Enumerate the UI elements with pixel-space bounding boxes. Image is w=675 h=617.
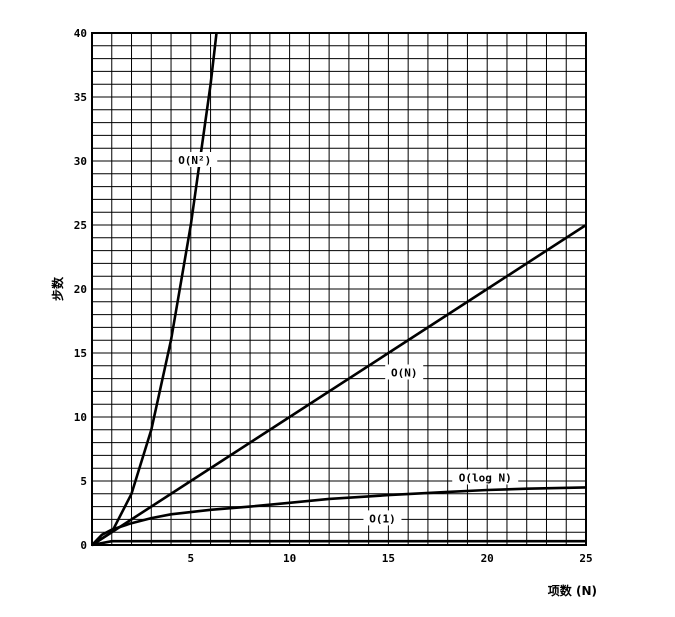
- y-axis-label: 步数: [50, 276, 65, 301]
- y-tick-label: 35: [74, 91, 87, 104]
- y-tick-label: 15: [74, 347, 87, 360]
- x-axis-label: 项数 (N): [548, 583, 597, 598]
- series-line-0: [91, 32, 218, 547]
- series-label: O(N²): [178, 154, 211, 167]
- series-label: O(1): [369, 512, 396, 525]
- x-tick-label: 15: [382, 552, 395, 565]
- x-tick-label: 20: [481, 552, 494, 565]
- series-label: O(N): [391, 366, 418, 379]
- y-tick-label: 5: [80, 475, 87, 488]
- series-label-bg: [172, 152, 218, 167]
- series-label-bg: [452, 469, 519, 485]
- y-tick-label: 0: [80, 539, 87, 552]
- y-tick-label: 40: [74, 27, 87, 40]
- y-tick-label: 25: [74, 219, 87, 232]
- plot-frame: [91, 32, 587, 546]
- curves: [91, 32, 587, 547]
- x-tick-label: 25: [579, 552, 592, 565]
- y-tick-label: 30: [74, 155, 87, 168]
- y-tick-label: 10: [74, 411, 87, 424]
- curve-labels: O(N²) O(N) O(log N) O(1): [172, 152, 519, 526]
- series-label-bg: [363, 510, 402, 526]
- y-tick-label: 20: [74, 283, 87, 296]
- series-line-3: [91, 539, 586, 547]
- x-tick-label: 10: [283, 552, 296, 565]
- series-label-bg: [385, 364, 424, 380]
- grid: [92, 33, 586, 545]
- x-tick-label: 5: [187, 552, 194, 565]
- series-line-2: [91, 486, 587, 546]
- series-line-1: [91, 223, 587, 547]
- tick-labels: 0 5 10 15 20 25 30 35 40 5 10 15 20 25: [74, 27, 593, 565]
- series-label: O(log N): [459, 471, 512, 484]
